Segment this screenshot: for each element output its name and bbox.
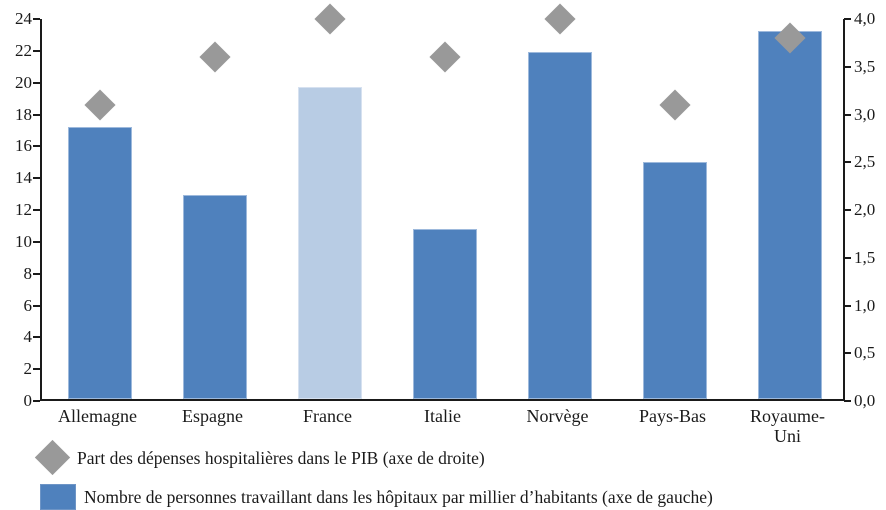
bar-allemagne: [67, 126, 132, 399]
axis-tick-label: 20: [15, 72, 32, 92]
axis-tick-label: 3,0: [854, 104, 876, 124]
axis-tick: [33, 336, 40, 339]
axis-tick-label: 2: [23, 359, 33, 379]
axis-tick-label: 0,0: [854, 391, 876, 410]
axis-tick-label: 16: [15, 136, 32, 156]
category-label: Norvège: [526, 406, 589, 426]
bar-espagne: [182, 195, 247, 399]
bar-italie: [412, 228, 477, 399]
legend-item-personnel: Nombre de personnes travaillant dans les…: [40, 484, 713, 510]
diamond-marker-france: [313, 3, 346, 35]
plot-area: [40, 3, 845, 401]
legend-item-pib: Part des dépenses hospitalières dans le …: [33, 439, 485, 476]
axis-tick: [33, 272, 40, 275]
axis-tick: [33, 113, 40, 116]
axis-tick-label: 18: [15, 104, 32, 124]
diamond-marker-icon: [34, 439, 71, 476]
diamond-marker-norvège: [543, 3, 576, 35]
axis-tick: [844, 18, 851, 20]
axis-tick-label: 2,0: [854, 200, 876, 219]
axis-tick-label: 3,5: [854, 56, 876, 76]
bar-pays-bas: [642, 161, 707, 399]
axis-tick: [844, 352, 851, 355]
axis-tick-label: 4,0: [854, 9, 876, 28]
axis-tick-label: 2,5: [854, 152, 876, 172]
axis-tick-label: 22: [15, 40, 32, 60]
axis-tick: [844, 304, 851, 307]
bar-france: [297, 87, 362, 399]
axis-tick-label: 0,5: [854, 343, 876, 363]
diamond-marker-pays-bas: [658, 89, 691, 121]
axis-tick-label: 0: [23, 391, 33, 410]
axis-tick: [844, 113, 851, 116]
axis-tick: [33, 240, 40, 243]
legend-label: Part des dépenses hospitalières dans le …: [77, 447, 485, 468]
category-label: Italie: [424, 406, 461, 426]
axis-tick-label: 6: [23, 295, 33, 315]
axis-tick: [844, 161, 851, 164]
axis-tick-label: 8: [23, 263, 33, 283]
axis-tick: [33, 18, 40, 20]
axis-tick-label: 14: [15, 168, 32, 188]
bar-royaume-: [757, 31, 822, 399]
axis-tick-label: 10: [15, 231, 32, 251]
axis-tick: [33, 49, 40, 52]
axis-tick: [33, 400, 40, 402]
axis-tick: [33, 304, 40, 307]
diamond-marker-allemagne: [83, 89, 116, 121]
axis-tick: [33, 368, 40, 371]
axis-tick-label: 1,0: [854, 295, 876, 315]
category-label: France: [303, 406, 352, 426]
axis-tick-label: 24: [15, 9, 32, 28]
category-label: Espagne: [182, 406, 243, 426]
axis-tick: [33, 81, 40, 84]
bar-norvège: [527, 52, 592, 399]
axis-tick: [33, 177, 40, 180]
axis-tick: [33, 145, 40, 148]
diamond-marker-espagne: [198, 41, 231, 73]
axis-tick: [844, 209, 851, 211]
axis-tick: [844, 65, 851, 68]
legend-label: Nombre de personnes travaillant dans les…: [84, 487, 713, 507]
axis-tick: [33, 209, 40, 211]
axis-tick: [844, 256, 851, 259]
axis-tick-label: 1,5: [854, 247, 876, 267]
axis-tick-label: 12: [15, 200, 32, 219]
axis-tick: [844, 400, 851, 402]
square-marker-icon: [40, 484, 76, 510]
axis-tick-label: 4: [23, 327, 33, 347]
category-label: Royaume- Uni: [750, 406, 825, 446]
category-label: Allemagne: [58, 406, 137, 426]
diamond-marker-italie: [428, 41, 461, 73]
category-label: Pays-Bas: [639, 406, 706, 426]
